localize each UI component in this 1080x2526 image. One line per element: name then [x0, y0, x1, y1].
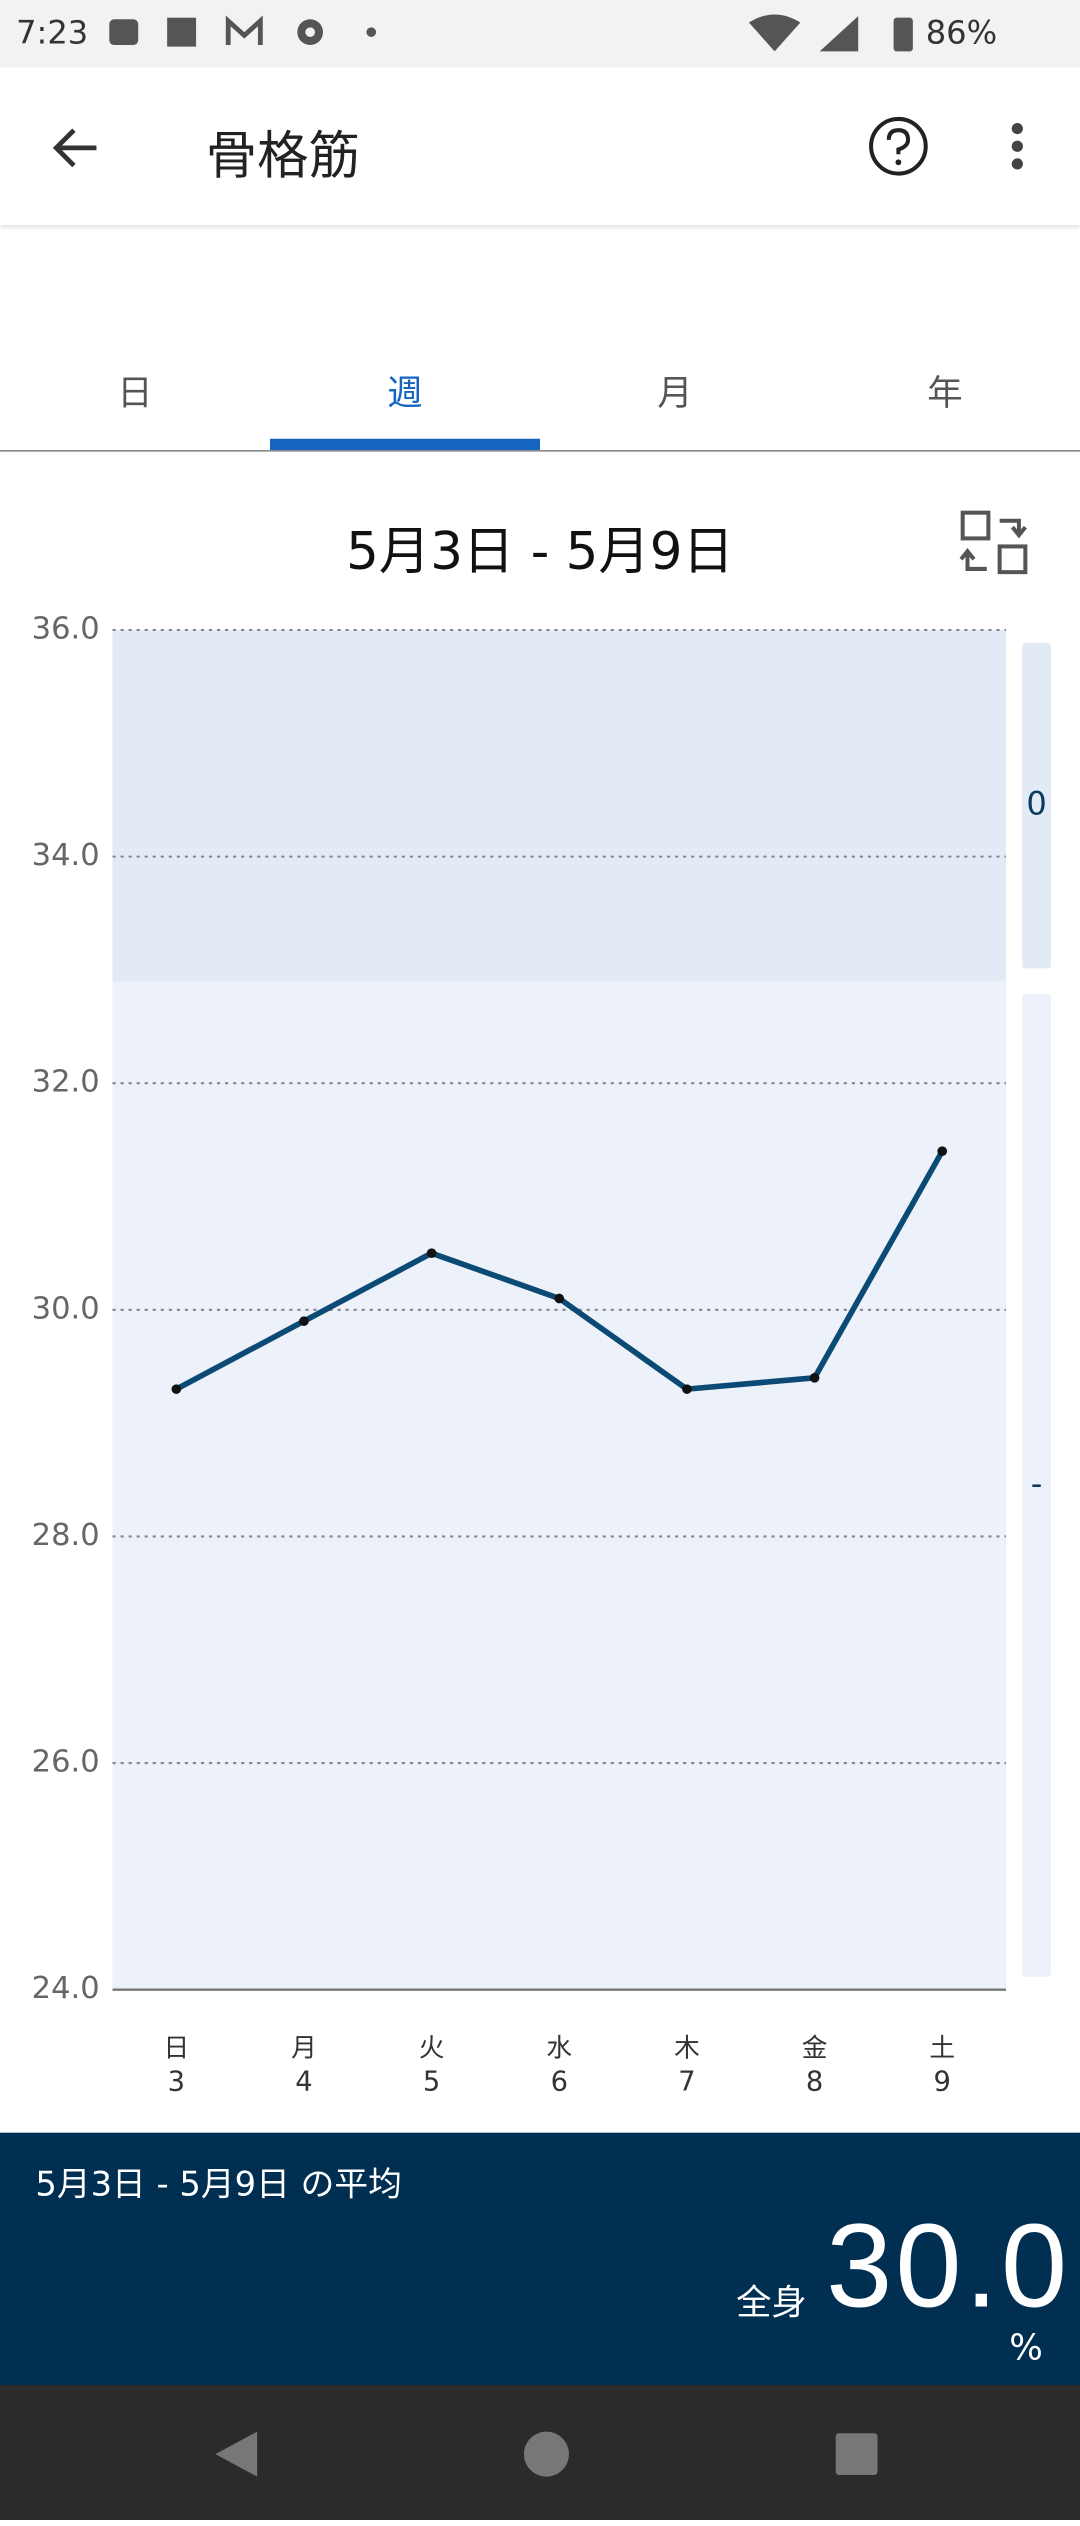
range-band	[112, 630, 1007, 982]
x-tick-label: 金	[802, 2034, 828, 2064]
range-band	[112, 981, 1007, 1990]
x-tick-label: 火	[419, 2034, 445, 2064]
y-tick-label: 30.0	[32, 1291, 100, 1326]
y-tick-label: 28.0	[32, 1518, 100, 1553]
date-range: 5月3日 - 5月9日	[346, 520, 734, 582]
tab[interactable]: 年	[927, 374, 963, 415]
nav-recents[interactable]	[835, 2433, 878, 2476]
tabs: 日週月年	[0, 354, 1080, 452]
summary-unit: %	[1009, 2328, 1043, 2369]
status-icons	[109, 15, 377, 47]
point	[171, 1384, 182, 1394]
summary-caption: 5月3日 - 5月9日 の平均	[35, 2164, 402, 2204]
x-tick-date: 8	[806, 2066, 823, 2097]
point	[937, 1146, 948, 1157]
x-tick-date: 3	[168, 2066, 185, 2097]
tab[interactable]: 月	[657, 374, 693, 415]
point	[426, 1248, 437, 1258]
y-tick-label: 34.0	[32, 838, 100, 873]
x-tick-date: 5	[423, 2066, 440, 2097]
nav-bar	[0, 2385, 1080, 2521]
help-button[interactable]	[868, 116, 929, 177]
y-tick-label: 32.0	[32, 1065, 100, 1100]
tab[interactable]: 日	[117, 374, 153, 415]
tab[interactable]: 週	[270, 354, 541, 451]
summary-value: 30.0	[826, 2198, 1071, 2332]
x-tick-label: 月	[291, 2034, 317, 2064]
time: 7:23	[16, 12, 89, 52]
x-tick-label: 木	[674, 2034, 700, 2064]
x-tick-date: 7	[678, 2066, 695, 2097]
battery: 86%	[925, 12, 998, 52]
point	[554, 1293, 565, 1304]
point	[809, 1372, 820, 1383]
nav-home[interactable]	[523, 2431, 569, 2477]
y-tick-label: 26.0	[32, 1745, 100, 1780]
y-tick-label: 36.0	[32, 612, 100, 647]
y-tick-label: 24.0	[32, 1971, 100, 2006]
signal-icons	[748, 14, 913, 52]
swap-button[interactable]	[958, 508, 1032, 579]
range-indicator	[1022, 642, 1052, 969]
x-tick-label: 水	[546, 2034, 572, 2064]
back-button[interactable]	[48, 119, 106, 177]
app-bar: 骨格筋	[0, 67, 1080, 226]
menu-button[interactable]	[1000, 116, 1035, 177]
point	[682, 1384, 692, 1394]
point	[299, 1316, 309, 1326]
x-tick-date: 4	[295, 2066, 312, 2097]
x-tick-date: 6	[551, 2066, 568, 2097]
x-tick-label: 日	[163, 2034, 189, 2064]
chart: 0 - 24.0 26.0 28.0 30.0 32.0 34.0 36.0 日3 月4 火5 水6 木7…	[32, 612, 1052, 2097]
summary-panel: 5月3日 - 5月9日 の平均 全身 30.0 %	[0, 2132, 1080, 2386]
nav-back[interactable]	[215, 2431, 258, 2477]
x-tick-date: 9	[934, 2066, 951, 2097]
range-label: 0	[1026, 785, 1046, 823]
title: 骨格筋	[205, 125, 361, 187]
x-tick-label: 土	[929, 2034, 955, 2064]
range-indicator	[1022, 994, 1052, 1977]
nav-buttons	[215, 2431, 878, 2477]
summary-part: 全身	[736, 2283, 807, 2324]
range-label: -	[1031, 1464, 1043, 1502]
status-bar: 7:23 86%	[0, 0, 1080, 68]
